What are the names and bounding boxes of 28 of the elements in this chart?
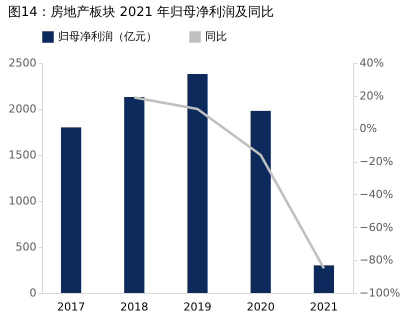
chart-title: 图14：房地产板块 2021 年归母净利润及同比 xyxy=(8,4,274,20)
bar xyxy=(250,110,271,293)
x-tick-label: 2020 xyxy=(246,300,275,314)
y-tick-label: 0 xyxy=(30,286,36,300)
x-tick-label: 2021 xyxy=(310,300,338,314)
y-tick-label: 1500 xyxy=(8,148,36,162)
legend-label: 同比 xyxy=(205,30,227,43)
x-tick-label: 2018 xyxy=(120,300,148,314)
line-series xyxy=(133,96,326,270)
y2-tick-label: −80% xyxy=(360,254,394,267)
y-tick-label: 2500 xyxy=(8,56,36,70)
bar xyxy=(124,97,144,293)
x-tick-label: 2019 xyxy=(184,300,212,314)
y-tick-label: 1000 xyxy=(8,194,36,208)
y2-tick-label: −60% xyxy=(360,220,394,234)
y2-tick-label: 20% xyxy=(360,89,384,102)
y2-tick-label: −40% xyxy=(360,188,394,201)
y2-tick-label: −20% xyxy=(360,155,394,168)
y2-tick-label: 0% xyxy=(360,122,377,136)
bar xyxy=(60,127,82,293)
legend-label: 归母净利润（亿元） xyxy=(58,30,157,43)
x-tick-label: 2017 xyxy=(57,300,86,314)
y-tick-label: 2000 xyxy=(8,102,36,116)
y2-tick-label: −100% xyxy=(360,286,400,300)
y2-tick-label: 40% xyxy=(360,56,384,70)
y-tick-label: 500 xyxy=(16,240,36,254)
bar xyxy=(187,74,208,293)
bar xyxy=(314,265,334,293)
